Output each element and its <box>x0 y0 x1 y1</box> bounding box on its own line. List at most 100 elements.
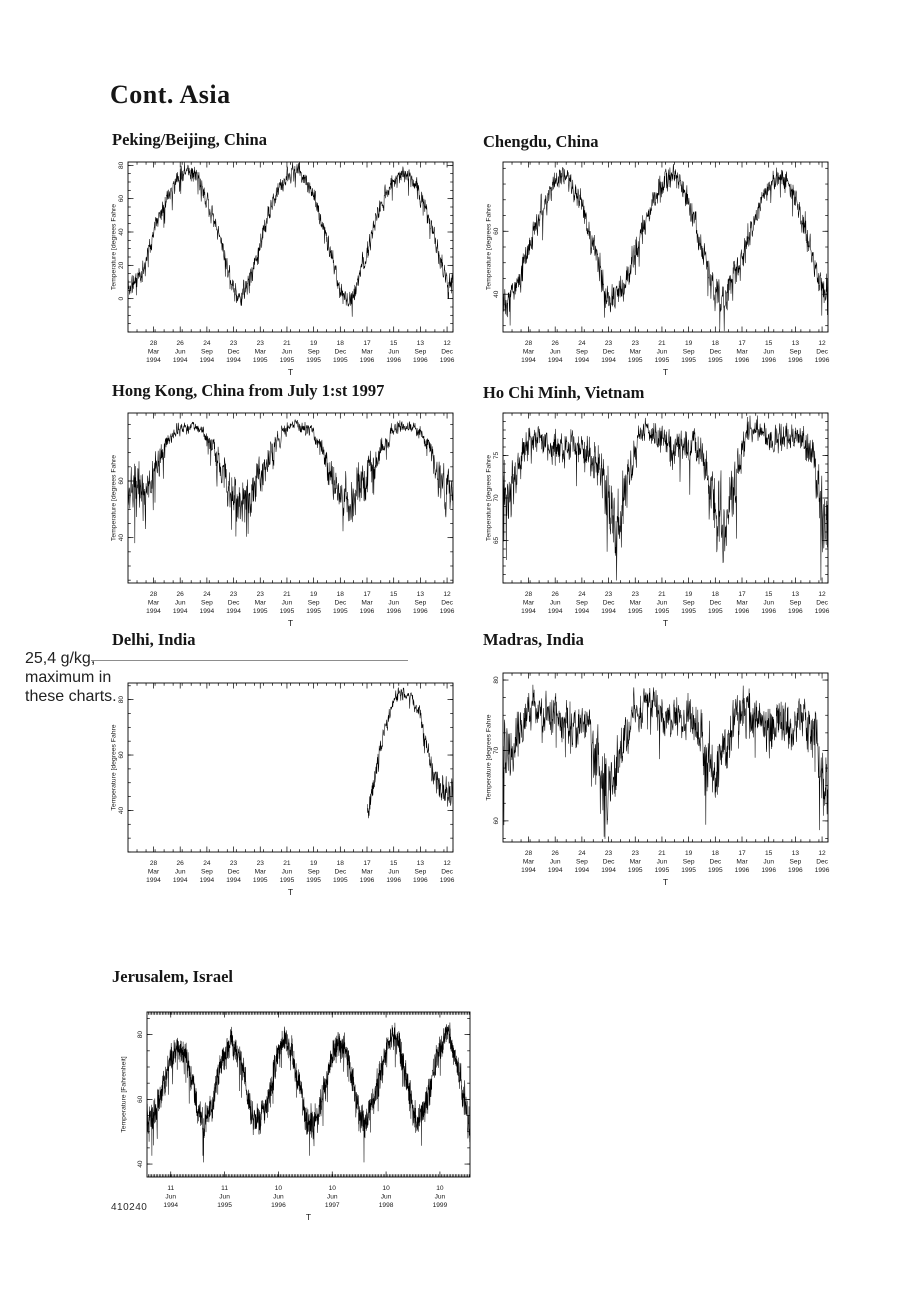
svg-text:Temperature [Fahrenheit]: Temperature [Fahrenheit] <box>121 1056 128 1132</box>
chart-ho-chi-minh: 28 Mar 1994 26 Jun 1994 24 Sep 1994 23 Dec 1994 23 Ma… <box>486 412 830 628</box>
svg-text:80: 80 <box>493 676 500 684</box>
svg-text:60: 60 <box>137 1095 144 1103</box>
svg-text:Temperature [degrees Fahre: Temperature [degrees Fahre <box>486 714 493 800</box>
annotation-line-3: these charts. <box>25 688 117 705</box>
svg-text:40: 40 <box>493 290 500 298</box>
svg-text:65: 65 <box>493 537 500 545</box>
svg-text:Temperature [degrees Fahre: Temperature [degrees Fahre <box>111 204 118 290</box>
chart-title-madras: Madras, India <box>483 630 584 649</box>
chart-chengdu: 28 Mar 1994 26 Jun 1994 24 Sep 1994 23 Dec 1994 23 Ma… <box>486 161 830 377</box>
svg-text:T: T <box>306 1212 311 1222</box>
chart-hong-kong: 28 Mar 1994 26 Jun 1994 24 Sep 1994 23 Dec 1994 23 Ma… <box>111 412 455 628</box>
chart-title-jerusalem: Jerusalem, Israel <box>112 967 233 986</box>
chart-title-delhi: Delhi, India <box>112 630 196 649</box>
chart-title-chengdu: Chengdu, China <box>483 132 599 151</box>
svg-text:20: 20 <box>118 261 125 269</box>
svg-text:40: 40 <box>118 806 125 814</box>
chart-jerusalem: 11 Jun 1994 11 Jun 1995 10 Jun 1996 10 Jun 1997 10 Ju… <box>121 1011 471 1222</box>
svg-text:Temperature [degrees Fahre: Temperature [degrees Fahre <box>111 724 118 810</box>
chart-title-peking: Peking/Beijing, China <box>112 130 267 149</box>
svg-text:80: 80 <box>118 161 125 169</box>
svg-text:40: 40 <box>137 1160 144 1168</box>
chart-title-hong-kong: Hong Kong, China from July 1:st 1997 <box>112 381 385 400</box>
svg-text:T: T <box>663 367 668 377</box>
svg-text:75: 75 <box>493 452 500 460</box>
svg-text:40: 40 <box>118 228 125 236</box>
svg-text:60: 60 <box>118 477 125 485</box>
annotation-line-1: 25,4 g/kg, <box>25 650 96 667</box>
annotation-note: 25,4 g/kg, maximum in these charts. <box>25 649 155 706</box>
svg-text:T: T <box>663 877 668 887</box>
annotation-leader-line <box>91 660 408 661</box>
svg-text:80: 80 <box>118 696 125 704</box>
svg-text:0: 0 <box>118 296 125 300</box>
svg-text:Temperature [degrees Fahre: Temperature [degrees Fahre <box>111 455 118 541</box>
chart-madras: 28 Mar 1994 26 Jun 1994 24 Sep 1994 23 Dec 1994 23 Ma… <box>486 672 830 887</box>
svg-text:60: 60 <box>118 751 125 759</box>
svg-text:T: T <box>288 367 293 377</box>
page-title: Cont. Asia <box>110 80 231 109</box>
svg-text:80: 80 <box>137 1031 144 1039</box>
svg-text:40: 40 <box>118 534 125 542</box>
